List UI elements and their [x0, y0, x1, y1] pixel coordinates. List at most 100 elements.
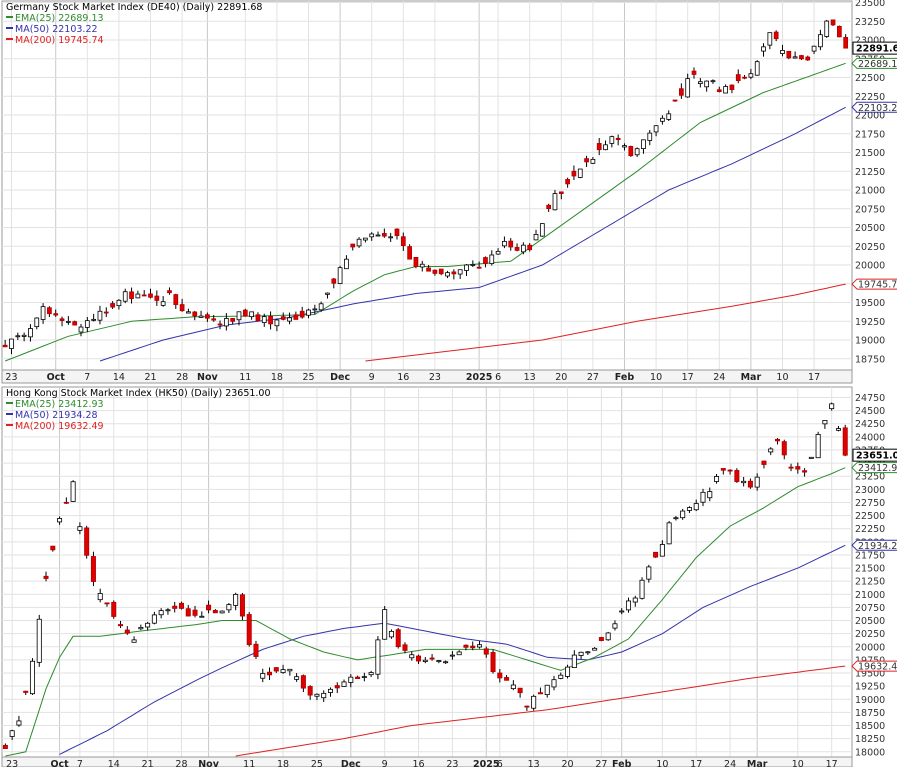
candle	[78, 323, 84, 337]
candle-body	[91, 318, 96, 321]
candle	[53, 309, 59, 317]
candle	[2, 743, 8, 749]
candle	[299, 306, 305, 319]
candle-body	[368, 672, 374, 676]
x-tick-label: Feb	[612, 759, 632, 767]
x-tick-label: 11	[239, 372, 251, 383]
candle	[43, 571, 49, 582]
candle-body	[470, 264, 476, 266]
candle-body	[729, 84, 735, 90]
candle	[445, 270, 450, 279]
x-tick-label: 6	[495, 372, 501, 383]
candle-body	[808, 456, 814, 459]
candle	[716, 86, 722, 93]
candle-body	[148, 293, 153, 298]
candle-body	[510, 684, 516, 690]
candle-body	[280, 669, 286, 674]
candle-body	[388, 630, 394, 638]
candle-body	[666, 113, 672, 120]
candle-body	[369, 233, 375, 238]
candle-body	[53, 313, 59, 316]
candle-body	[280, 316, 286, 320]
x-tick-label: 7	[84, 372, 90, 383]
candle-body	[165, 609, 171, 612]
candle-body	[307, 686, 313, 696]
candle	[456, 650, 462, 656]
candle	[537, 687, 543, 695]
candle	[544, 684, 550, 698]
candle-body	[612, 623, 618, 629]
candle	[122, 288, 128, 304]
candle-body	[145, 622, 151, 628]
candle-body	[299, 310, 305, 318]
candle	[451, 269, 457, 280]
x-tick-label: Mar	[741, 372, 762, 383]
candle	[497, 669, 503, 683]
candle-body	[57, 518, 63, 523]
candle-body	[78, 326, 84, 333]
candle	[598, 636, 604, 642]
candle	[808, 456, 814, 459]
candle-body	[287, 668, 293, 672]
candle	[50, 545, 56, 552]
candle-body	[97, 310, 103, 321]
candle	[639, 577, 645, 600]
x-tick-label: 27	[587, 372, 599, 383]
candle-body	[647, 132, 653, 141]
candle-body	[40, 306, 46, 320]
candle	[426, 264, 431, 272]
legend-entry: MA(50) 22103.22	[15, 24, 98, 35]
candle	[375, 231, 381, 237]
candle	[274, 318, 280, 332]
candle-body	[400, 236, 406, 246]
candle	[754, 60, 760, 76]
candle	[673, 516, 679, 521]
candle	[226, 602, 232, 614]
candle-body	[407, 246, 412, 260]
candle	[103, 307, 109, 317]
candle	[84, 316, 90, 333]
candle	[727, 469, 733, 475]
candle	[124, 626, 130, 635]
candle	[660, 115, 665, 125]
candle	[47, 306, 52, 318]
candle-body	[625, 600, 631, 611]
x-tick-label: 17	[826, 759, 838, 767]
candle-body	[261, 316, 267, 323]
y-tick-label: 23250	[855, 17, 885, 28]
candle-body	[90, 556, 96, 582]
candle-body	[734, 470, 740, 482]
candle	[63, 497, 69, 504]
candle	[287, 668, 293, 676]
candle	[707, 487, 713, 502]
candle-body	[514, 247, 520, 251]
candle-body	[835, 428, 841, 431]
candle-body	[822, 420, 828, 425]
candle	[612, 620, 618, 631]
candle	[577, 168, 583, 179]
y-tick-label: 21500	[855, 148, 885, 159]
candle	[135, 290, 141, 299]
candle	[773, 30, 779, 42]
y-tick-label: 23000	[855, 485, 885, 496]
candle	[517, 687, 523, 698]
candle-body	[451, 271, 457, 275]
candle-body	[691, 70, 697, 75]
candle	[375, 636, 381, 680]
candle-body	[524, 705, 530, 708]
candle-body	[409, 654, 415, 659]
candle-body	[325, 292, 330, 295]
candle	[260, 668, 266, 683]
candle	[111, 600, 117, 619]
x-tick-label: Nov	[197, 372, 218, 383]
candle-body	[129, 291, 134, 299]
candle-body	[334, 685, 340, 689]
candle	[514, 243, 520, 252]
candle	[795, 462, 801, 474]
candle-body	[138, 627, 144, 630]
candle	[307, 685, 313, 700]
candle-body	[2, 344, 8, 348]
candle	[429, 654, 435, 661]
candle	[178, 601, 184, 610]
candle-body	[350, 243, 356, 248]
